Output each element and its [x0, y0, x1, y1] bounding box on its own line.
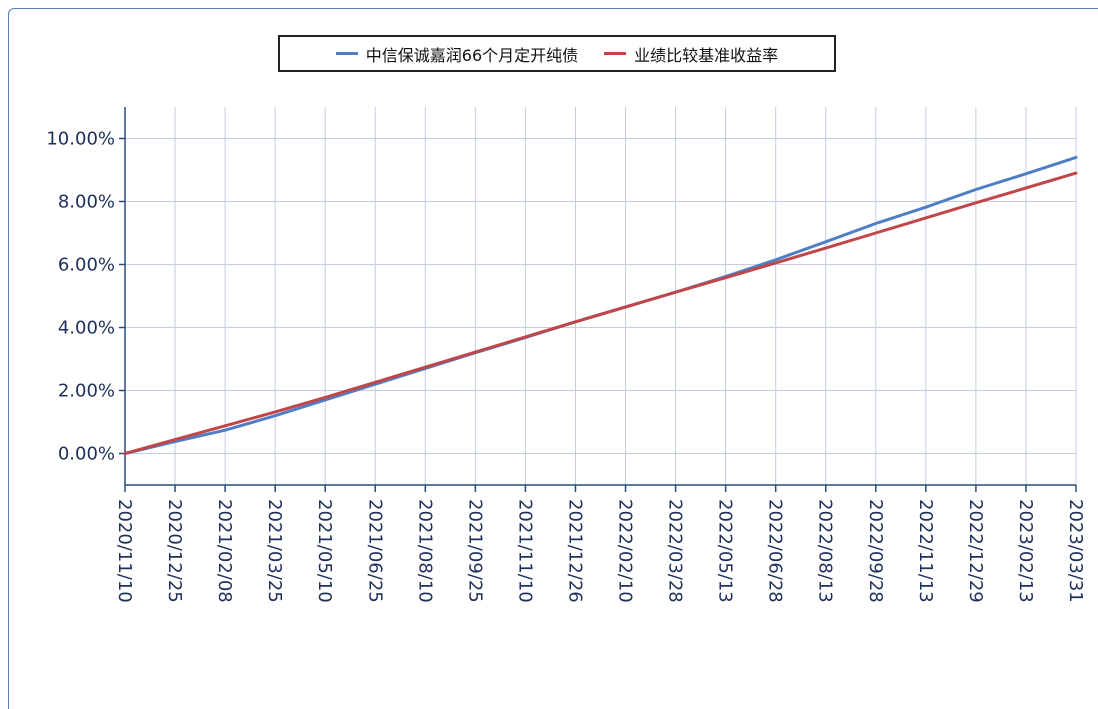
legend-swatch-fund — [335, 52, 358, 55]
x-tick-label: 2022/06/28 — [765, 499, 786, 603]
x-tick-label: 2021/02/08 — [214, 499, 235, 603]
x-tick-label: 2021/03/25 — [264, 499, 285, 603]
x-tick-label: 2022/05/13 — [715, 499, 736, 603]
x-tick-label: 2021/08/10 — [414, 499, 435, 603]
x-tick-label: 2021/05/10 — [314, 499, 335, 603]
x-tick-label: 2020/11/10 — [114, 499, 135, 603]
chart-legend: 中信保诚嘉润66个月定开纯债 业绩比较基准收益率 — [278, 35, 836, 72]
x-tick-label: 2021/09/25 — [464, 499, 485, 603]
y-tick-label: 0.00% — [58, 444, 115, 465]
y-tick-label: 8.00% — [58, 192, 115, 213]
x-tick-label: 2022/03/28 — [665, 499, 686, 603]
y-tick-label: 4.00% — [58, 318, 115, 339]
y-tick-label: 2.00% — [58, 381, 115, 402]
x-tick-label: 2022/08/13 — [815, 499, 836, 603]
x-tick-label: 2021/12/26 — [564, 499, 585, 603]
x-tick-label: 2023/03/31 — [1065, 499, 1086, 603]
x-tick-label: 2021/06/25 — [364, 499, 385, 603]
series-line-benchmark — [123, 171, 1078, 455]
x-tick-label: 2022/02/10 — [615, 499, 636, 603]
x-tick-label: 2022/11/13 — [915, 499, 936, 603]
legend-item-benchmark[interactable]: 业绩比较基准收益率 — [604, 42, 778, 66]
x-tick-label: 2021/11/10 — [514, 499, 535, 603]
x-tick-label: 2022/12/29 — [965, 499, 986, 603]
x-tick-label: 2023/02/13 — [1015, 499, 1036, 603]
x-tick-label: 2022/09/28 — [865, 499, 886, 603]
y-tick-label: 6.00% — [58, 255, 115, 276]
chart-frame — [8, 8, 1098, 709]
x-tick-label: 2020/12/25 — [164, 499, 185, 603]
legend-label-benchmark: 业绩比较基准收益率 — [634, 45, 779, 65]
legend-label-fund: 中信保诚嘉润66个月定开纯债 — [365, 45, 579, 65]
legend-item-fund[interactable]: 中信保诚嘉润66个月定开纯债 — [335, 42, 579, 66]
legend-swatch-benchmark — [604, 52, 627, 55]
y-tick-label: 10.00% — [46, 129, 115, 150]
